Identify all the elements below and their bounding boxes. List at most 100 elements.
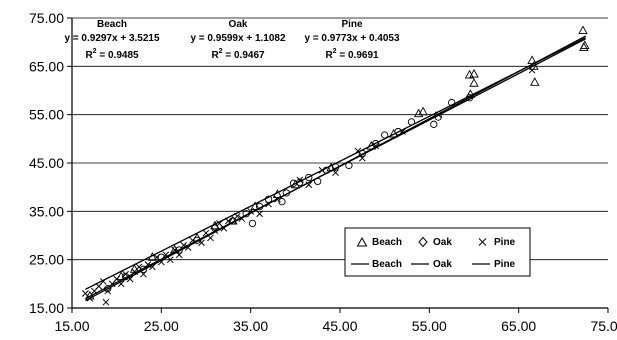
- data-point-oak: [248, 219, 257, 228]
- equation-oak: Oak y = 0.9599x + 1.1082 R2 = 0.9467: [190, 19, 286, 61]
- data-point-pine: [318, 166, 326, 174]
- data-point-beach: [527, 55, 537, 64]
- data-point-pine: [86, 294, 94, 302]
- data-point-pine: [157, 258, 165, 266]
- data-point-beach: [413, 108, 424, 118]
- data-point-beach: [250, 201, 260, 210]
- legend-item-oak-line: Oak: [411, 259, 452, 270]
- data-point-oak: [394, 127, 402, 136]
- data-point-oak: [314, 177, 322, 186]
- axes: [67, 17, 609, 313]
- equation-beach: Beach y = 0.9297x + 3.5215 R2 = 0.9485: [64, 19, 160, 61]
- r-value-pine: = 0.9691: [337, 50, 379, 61]
- r-squared-pine: R2 = 0.9691: [325, 48, 379, 61]
- y-tick-label: 15.00: [29, 300, 64, 316]
- data-point-oak: [434, 113, 442, 121]
- data-point-pine: [140, 270, 147, 278]
- data-point-oak: [430, 120, 438, 128]
- legend-label-beach-line: Beach: [372, 259, 402, 270]
- r-symbol-pine: R: [325, 50, 333, 61]
- legend-item-beach-marker: Beach: [356, 236, 402, 248]
- r-superscript-oak: 2: [219, 48, 223, 55]
- triangle-marker-icon: [356, 236, 368, 247]
- data-point-pine: [184, 244, 192, 251]
- legend-label-pine-line: Pine: [494, 259, 516, 270]
- data-point-oak: [139, 265, 148, 273]
- equation-title-pine: Pine: [341, 19, 363, 30]
- data-point-oak: [264, 195, 273, 203]
- data-point-pine: [144, 261, 152, 268]
- data-point-oak: [193, 236, 201, 244]
- data-point-pine: [220, 224, 228, 232]
- data-point-oak: [345, 161, 353, 170]
- data-point-pine: [104, 287, 112, 295]
- r-symbol-oak: R: [211, 50, 219, 61]
- data-point-pine: [528, 66, 536, 74]
- legend-item-pine-line: Pine: [472, 259, 516, 270]
- data-point-oak: [465, 94, 474, 102]
- data-point-oak: [381, 131, 389, 139]
- tick-labels: 15.00 25.00 35.00 45.00 55.00 65.00 75.00 15.00…: [29, 10, 617, 334]
- x-tick-label: 55.00: [412, 318, 447, 334]
- data-point-beach: [469, 68, 479, 78]
- data-point-pine: [332, 169, 339, 177]
- data-point-pine: [135, 263, 143, 271]
- data-point-pine: [211, 227, 219, 235]
- data-point-pine: [274, 195, 281, 203]
- data-point-oak: [282, 189, 291, 197]
- data-point-pine: [102, 298, 110, 306]
- r-squared-oak: R2 = 0.9467: [211, 48, 265, 61]
- data-point-pine: [99, 278, 107, 285]
- r-value-beach: = 0.9485: [97, 50, 139, 61]
- data-point-oak: [175, 246, 183, 254]
- r-superscript-beach: 2: [93, 48, 97, 55]
- r-value-oak: = 0.9467: [223, 50, 265, 61]
- legend-label-oak-line: Oak: [433, 259, 452, 270]
- diamond-marker-icon: [418, 236, 428, 248]
- data-point-beach: [418, 106, 428, 116]
- r-squared-beach: R2 = 0.9485: [85, 48, 139, 61]
- equation-text-beach: y = 0.9297x + 3.5215: [64, 33, 160, 44]
- equation-text-oak: y = 0.9599x + 1.1082: [190, 33, 286, 44]
- data-point-pine: [117, 280, 125, 288]
- legend-label-pine-marker: Pine: [494, 237, 516, 248]
- legend: Beach Oak Pine Beach Oak Pine: [344, 227, 531, 277]
- data-point-pine: [305, 181, 313, 189]
- data-point-pine: [358, 154, 366, 162]
- x-tick-label: 75.00: [590, 318, 617, 334]
- data-point-pine: [256, 210, 263, 218]
- data-point-pine: [296, 176, 304, 184]
- data-point-pine: [265, 200, 272, 208]
- equation-title-oak: Oak: [229, 19, 248, 30]
- x-tick-label: 45.00: [322, 318, 357, 334]
- data-point-oak: [322, 166, 331, 174]
- data-point-oak: [372, 140, 380, 148]
- x-tick-label: 15.00: [54, 318, 89, 334]
- data-point-oak: [448, 98, 456, 107]
- data-point-beach: [529, 77, 540, 86]
- y-tick-label: 65.00: [29, 58, 64, 74]
- data-point-pine: [434, 111, 442, 119]
- data-point-pine: [126, 275, 134, 283]
- data-point-pine: [207, 234, 214, 242]
- data-point-oak: [229, 217, 237, 225]
- data-point-pine: [198, 239, 205, 247]
- y-tick-label: 75.00: [29, 10, 64, 26]
- data-point-oak: [255, 202, 264, 211]
- equation-text-pine: y = 0.9773x + 0.4053: [304, 33, 400, 44]
- data-point-beach: [272, 189, 283, 198]
- data-point-beach: [465, 89, 476, 98]
- data-point-pine: [189, 236, 196, 244]
- data-point-pine: [149, 263, 156, 271]
- data-point-pine: [399, 128, 406, 135]
- data-point-beach: [169, 244, 180, 254]
- legend-box: [344, 227, 531, 277]
- data-point-pine: [233, 212, 241, 220]
- r-superscript-pine: 2: [333, 48, 337, 55]
- y-tick-label: 55.00: [29, 107, 64, 123]
- legend-label-oak-marker: Oak: [433, 237, 452, 248]
- data-point-pine: [238, 215, 246, 222]
- data-point-oak: [407, 118, 416, 126]
- data-point-beach: [147, 252, 158, 261]
